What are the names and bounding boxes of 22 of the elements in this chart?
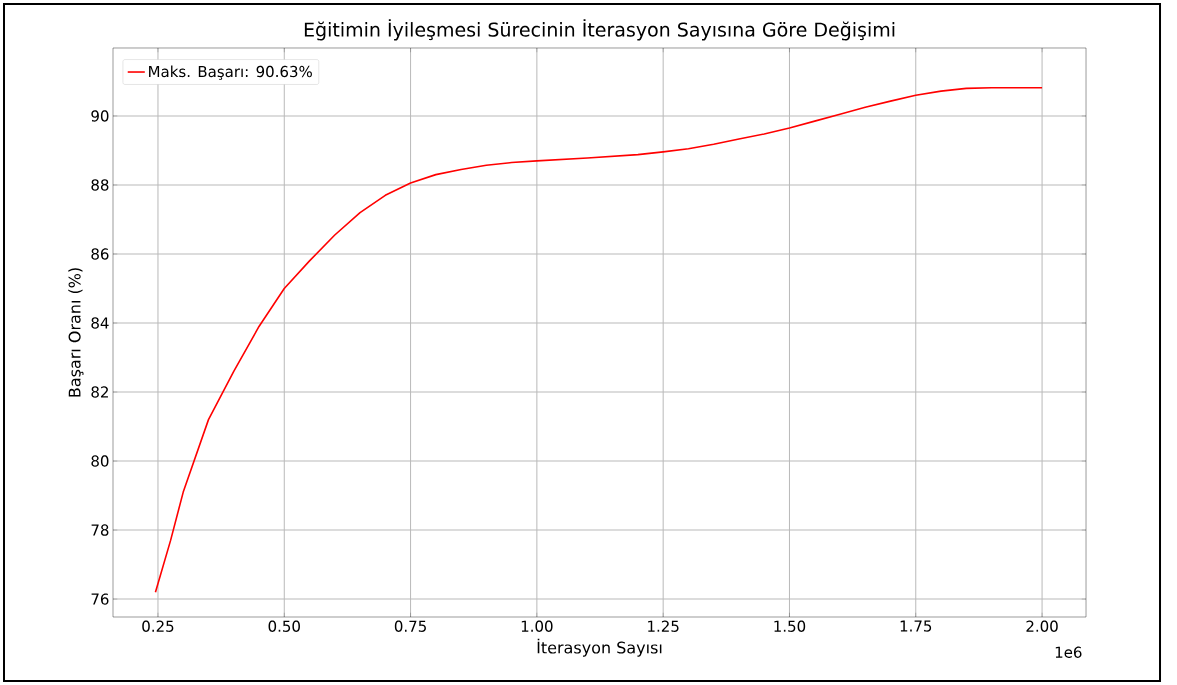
x-tick-label: 1.00: [521, 620, 553, 632]
x-tick-label: 0.50: [268, 620, 300, 632]
x-tick-label: 1.50: [774, 620, 806, 632]
x-tick-label: 0.75: [394, 620, 426, 632]
x-tick-label: 1.25: [648, 620, 679, 632]
legend-label: Maks. Başarı: 90.63%: [149, 65, 312, 80]
y-tick-label: 84: [91, 317, 109, 329]
y-tick-label: 80: [91, 455, 109, 467]
x-tick-label: 0.25: [142, 620, 174, 632]
y-tick-label: 88: [91, 179, 109, 191]
y-tick-label: 76: [91, 593, 109, 605]
y-tick-label: 86: [91, 248, 109, 260]
y-axis-title: Başarı Oranı (%): [68, 268, 84, 397]
y-tick-label: 78: [91, 524, 109, 536]
x-axis-title: İterasyon Sayısı: [537, 638, 662, 657]
x-tick-label: 1.75: [900, 620, 932, 632]
y-tick-label: 90: [91, 110, 109, 122]
x-tick-label: 2.00: [1026, 620, 1058, 632]
chart-title: Eğitimin İyileşmesi Sürecinin İterasyon Sayısına Göre Değişimi: [304, 19, 895, 41]
y-tick-label: 82: [91, 386, 108, 398]
line-series: [154, 86, 1043, 593]
text: 1e6: [1055, 646, 1082, 658]
